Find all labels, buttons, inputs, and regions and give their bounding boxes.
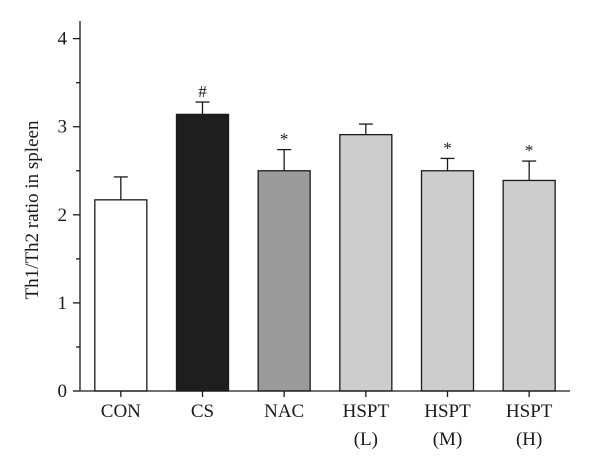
y-axis: 0 1 2 3 4	[58, 21, 81, 402]
y-tick-label: 2	[58, 205, 68, 226]
significance-marker: #	[198, 82, 207, 101]
bar	[420, 170, 475, 392]
significance-marker: *	[443, 138, 452, 157]
y-tick-label: 0	[58, 381, 68, 402]
y-tick-label: 4	[58, 29, 68, 50]
x-tick-label: (M)	[433, 429, 463, 450]
x-tick-label: NAC	[264, 401, 304, 422]
x-tick-label: (L)	[354, 429, 378, 450]
bar	[339, 133, 393, 392]
bar	[175, 113, 230, 392]
x-tick-label: CS	[191, 401, 214, 422]
bar	[257, 170, 311, 392]
x-tick-label: CON	[101, 401, 141, 422]
x-tick-label: (H)	[516, 429, 542, 450]
x-tick-label: HSPT	[424, 401, 471, 422]
x-tick-label: HSPT	[506, 401, 553, 422]
bars: # * * *	[94, 82, 556, 392]
y-tick-label: 3	[58, 117, 68, 138]
x-axis: CON CS NAC HSPT (L) HSPT (M) HSPT (H)	[80, 390, 570, 450]
x-tick-label: HSPT	[343, 401, 390, 422]
y-tick-label: 1	[58, 293, 68, 314]
bar	[502, 179, 556, 392]
y-axis-title: Th1/Th2 ratio in spleen	[22, 120, 43, 299]
bar	[94, 199, 148, 392]
significance-marker: *	[525, 141, 534, 160]
significance-marker: *	[280, 130, 289, 149]
